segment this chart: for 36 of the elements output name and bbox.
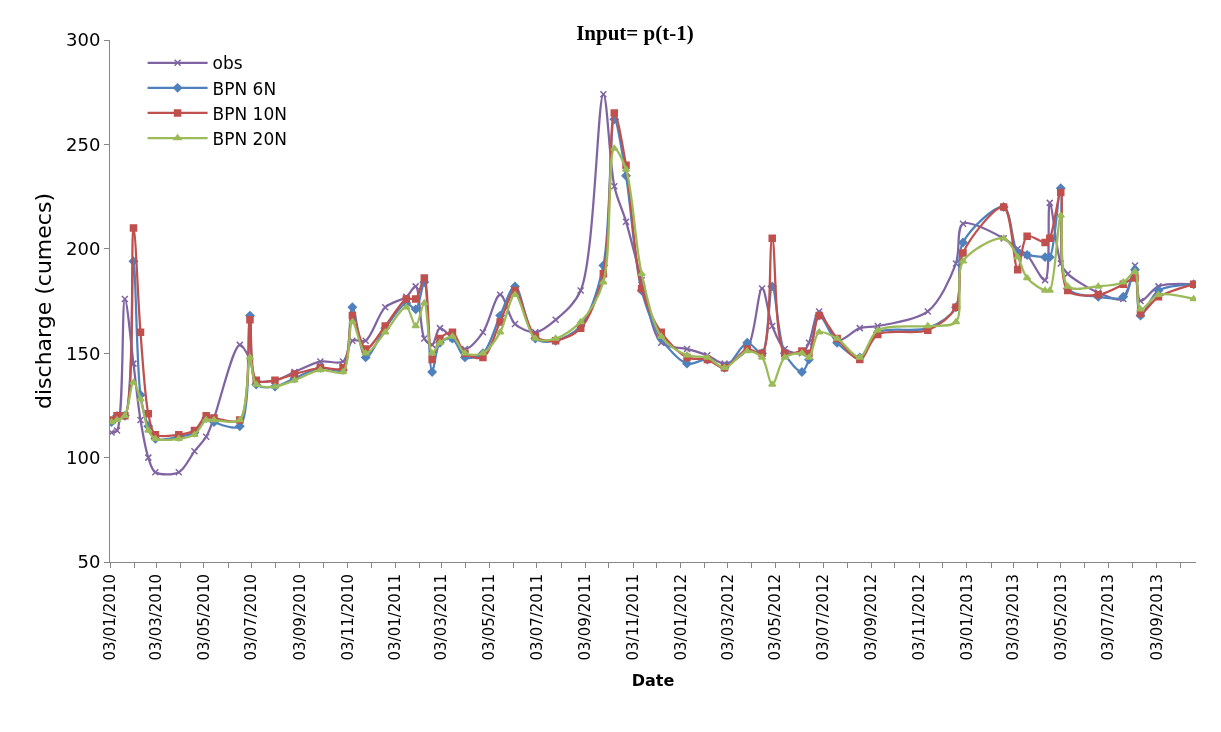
- x-tick-label: 03/05/2011: [480, 574, 499, 661]
- x-tick-label: 03/07/2012: [813, 574, 832, 661]
- x-tick-label: 03/05/2013: [1051, 574, 1070, 661]
- x-tick-label: 03/01/2012: [671, 574, 690, 661]
- x-tick-label: 03/11/2012: [910, 574, 929, 661]
- x-tick-label: 03/03/2012: [718, 574, 737, 661]
- legend-label: obs: [212, 53, 243, 74]
- x-tick-label: 03/07/2010: [242, 574, 261, 661]
- chart-title: Input= p(t-1): [576, 21, 694, 46]
- y-tick-label: 150: [66, 342, 101, 364]
- x-tick-label: 03/03/2013: [1003, 574, 1022, 661]
- legend-label: BPN 20N: [212, 128, 287, 149]
- legend-label: BPN 10N: [212, 103, 287, 124]
- y-axis-title: discharge (cumecs): [30, 193, 56, 409]
- y-tick-label: 300: [66, 29, 101, 51]
- y-tick-label: 50: [77, 551, 101, 573]
- x-tick-label: 03/03/2011: [432, 574, 451, 661]
- x-tick-label: 03/05/2012: [766, 574, 785, 661]
- legend-label: BPN 6N: [212, 78, 277, 99]
- x-axis-title: Date: [631, 671, 675, 691]
- x-tick-label: 03/09/2012: [862, 574, 881, 661]
- y-tick-label: 200: [66, 238, 101, 260]
- x-tick-label: 03/11/2011: [623, 574, 642, 661]
- x-tick-label: 03/09/2011: [576, 574, 595, 661]
- x-tick-label: 03/01/2010: [100, 574, 119, 661]
- x-tick-label: 03/09/2010: [290, 574, 309, 661]
- x-tick-label: 03/09/2013: [1147, 574, 1166, 661]
- y-tick-label: 100: [66, 446, 101, 468]
- x-tick-label: 03/07/2013: [1099, 574, 1118, 661]
- x-tick-label: 03/01/2011: [386, 574, 405, 661]
- x-tick-label: 03/11/2010: [338, 574, 357, 661]
- x-tick-label: 03/01/2013: [957, 574, 976, 661]
- x-tick-label: 03/03/2010: [147, 574, 166, 661]
- x-tick-label: 03/07/2011: [527, 574, 546, 661]
- y-tick-label: 250: [66, 133, 101, 155]
- x-tick-label: 03/05/2010: [194, 574, 213, 661]
